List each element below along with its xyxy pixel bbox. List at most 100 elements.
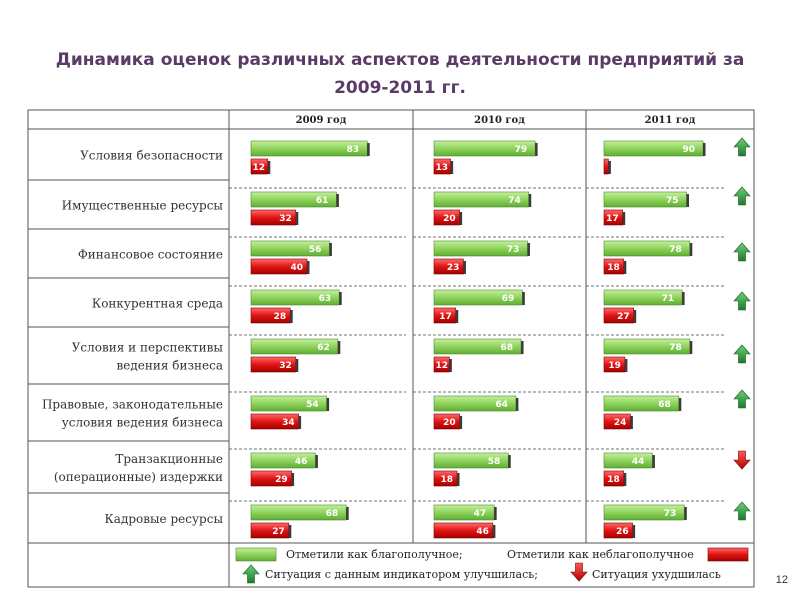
trend-up-icon [733,137,751,157]
negative-bar-shadow [633,310,637,323]
trend-up-icon [733,344,751,364]
category-label: Условия безопасности [80,149,223,163]
positive-value-label: 58 [488,457,501,467]
category-label: Финансовое состояние [78,248,223,262]
positive-value-label: 71 [662,294,675,304]
negative-bar-shadow [630,416,633,429]
legend-down-icon [570,562,588,582]
positive-bar-shadow [337,341,341,354]
positive-value-label: 63 [319,294,332,304]
title-line-1: Динамика оценок различных аспектов деяте… [55,50,745,70]
positive-bar-shadow [682,292,685,305]
negative-value-label: 18 [441,475,454,485]
negative-bar-shadow [295,212,299,225]
negative-bar-shadow [291,473,295,486]
negative-value-label: 24 [614,418,627,428]
negative-value-label: 32 [279,214,292,224]
positive-bar-shadow [652,455,655,468]
legend-worsened-label: Ситуация ухудшилась [592,568,721,581]
positive-value-label: 47 [474,509,487,519]
legend-up-icon [242,564,260,584]
negative-value-label: 13 [435,163,448,173]
positive-value-label: 74 [508,196,521,206]
positive-value-label: 79 [515,145,528,155]
positive-value-label: 68 [326,509,339,519]
negative-value-label: 29 [275,475,288,485]
category-label: Конкурентная среда [92,297,223,311]
legend-positive-label: Отметили как благополучное; [286,548,463,561]
trend-up-icon [733,501,751,521]
negative-value-label: 27 [272,527,285,537]
positive-bar-shadow [522,292,525,305]
negative-bar-shadow [455,310,459,323]
negative-bar-shadow [459,212,463,225]
negative-value-label: 27 [617,312,630,322]
negative-value-label: 20 [443,418,456,428]
category-label: Транзакционные [115,452,223,466]
negative-value-label: 26 [616,527,629,537]
negative-bar-shadow [457,473,460,486]
positive-bar-shadow [703,143,706,156]
positive-value-label: 68 [501,343,514,353]
legend-negative-label: Отметили как неблагополучное [507,548,694,561]
positive-value-label: 83 [347,145,360,155]
page-title: Динамика оценок различных аспектов деяте… [0,46,800,102]
trend-down-icon [733,450,751,470]
year-header: 2011 год [645,115,696,126]
negative-bar-shadow [295,359,299,372]
positive-bar-shadow [684,507,687,520]
positive-value-label: 56 [309,245,322,255]
negative-value-label: 18 [607,475,620,485]
negative-value-label: 20 [443,214,456,224]
category-label: Кадровые ресурсы [105,512,224,526]
legend-negative-swatch [707,547,749,562]
negative-value-label: 40 [290,263,303,273]
positive-bar-shadow [336,194,339,207]
trend-up-icon [733,291,751,311]
positive-bar-shadow [339,292,342,305]
trend-up-icon [733,389,751,409]
positive-value-label: 61 [316,196,329,206]
negative-bar [603,158,609,175]
negative-bar-shadow [492,525,496,538]
positive-bar-shadow [689,341,693,354]
positive-value-label: 64 [495,400,508,410]
positive-bar-shadow [515,398,519,411]
positive-bar-shadow [686,194,689,207]
positive-value-label: 54 [306,400,319,410]
year-header: 2010 год [474,115,525,126]
negative-bar-shadow [449,359,452,372]
table-frame [27,109,755,588]
negative-bar-shadow [463,261,466,274]
year-header: 2009 год [296,115,347,126]
positive-bar-shadow [326,398,330,411]
positive-bar-shadow [527,243,530,256]
positive-value-label: 62 [317,343,330,353]
negative-bar-shadow [290,310,293,323]
slide-number: 12 [775,574,788,586]
negative-bar-shadow [608,161,611,174]
negative-bar-shadow [267,161,271,174]
positive-bar-shadow [521,341,524,354]
positive-value-label: 73 [664,509,677,519]
positive-bar-shadow [508,455,511,468]
positive-bar-shadow [678,398,682,411]
positive-bar-shadow [494,507,497,520]
negative-bar-shadow [632,525,636,538]
negative-value-label: 17 [606,214,619,224]
positive-value-label: 68 [658,400,671,410]
negative-bar-shadow [298,416,302,429]
positive-bar [603,452,653,469]
positive-bar-shadow [346,507,349,520]
positive-value-label: 75 [666,196,679,206]
positive-value-label: 46 [295,457,308,467]
negative-value-label: 28 [274,312,287,322]
negative-bar-shadow [622,212,626,225]
negative-value-label: 23 [447,263,460,273]
negative-value-label: 46 [476,527,489,537]
negative-value-label: 17 [439,312,452,322]
positive-bar-shadow [367,143,370,156]
negative-bar-shadow [450,161,454,174]
legend-positive-swatch [235,547,277,562]
